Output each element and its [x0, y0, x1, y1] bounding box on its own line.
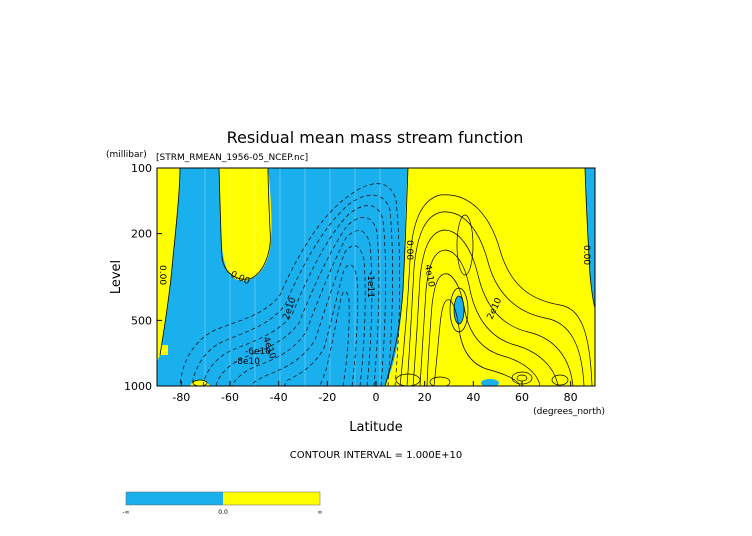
chart-subtitle: [STRM_RMEAN_1956-05_NCEP.nc]	[156, 153, 308, 163]
x-tick-label: -20	[318, 391, 336, 404]
colorbar-positive	[223, 492, 320, 505]
y-tick-label: 500	[131, 314, 152, 327]
positive-contours	[192, 194, 593, 386]
contour-interval-note: CONTOUR INTERVAL = 1.000E+10	[290, 450, 462, 461]
x-tick-label: 0	[373, 391, 380, 404]
colorbar-negative	[126, 492, 223, 505]
contour-label: -6e10	[245, 347, 271, 357]
contour-label: -8e10	[234, 357, 260, 367]
positive-patch-bottom-left	[160, 345, 168, 355]
negative-island-surface	[481, 379, 499, 386]
plot-area: 0.00 0.00 0.00 2e10 4e10 -6e10 -8e10 -1e…	[124, 162, 596, 404]
x-tick-label: -40	[270, 391, 288, 404]
negative-island-north	[454, 296, 464, 324]
positive-region-upper-left	[219, 168, 272, 281]
x-tick-label: 40	[466, 391, 480, 404]
negative-contours	[179, 183, 401, 386]
contour-label: 0.00	[581, 245, 591, 265]
x-units-label: (degrees_north)	[533, 407, 605, 417]
positive-region-northern	[385, 168, 595, 386]
contour-label: 0.00	[404, 240, 414, 260]
y-axis-label: Level	[109, 260, 124, 294]
colorbar-label-zero: 0.0	[218, 509, 228, 516]
positive-patch-surface	[190, 380, 210, 386]
contour-label: -1e11	[365, 272, 375, 298]
x-tick-label: -60	[221, 391, 239, 404]
x-tick-label: 20	[418, 391, 432, 404]
y-tick-label: 100	[131, 162, 152, 175]
y-tick-label: 200	[131, 228, 152, 241]
colorbar-frame	[125, 491, 321, 506]
x-tick-label: 80	[564, 391, 578, 404]
contour-label: 4e10	[422, 264, 436, 288]
positive-region-left-edge	[157, 168, 180, 362]
zero-contours	[159, 168, 595, 386]
y-units-label: (millibar)	[106, 150, 147, 160]
colorbar: -∞ 0.0 ∞	[122, 491, 323, 516]
x-axis-label: Latitude	[349, 420, 403, 435]
contour-label: 0.00	[157, 265, 167, 285]
grid-lines	[204, 168, 381, 386]
x-tick-label: -80	[172, 391, 190, 404]
colorbar-label-min: -∞	[122, 509, 129, 516]
colorbar-label-max: ∞	[318, 509, 323, 516]
chart-title: Residual mean mass stream function	[227, 128, 524, 147]
y-axis-ticks: 100 200 500 1000	[124, 162, 162, 393]
x-tick-label: 60	[515, 391, 529, 404]
x-axis-ticks: -80 -60 -40 -20 0 20 40 60 80	[172, 381, 578, 404]
y-tick-label: 1000	[124, 380, 152, 393]
